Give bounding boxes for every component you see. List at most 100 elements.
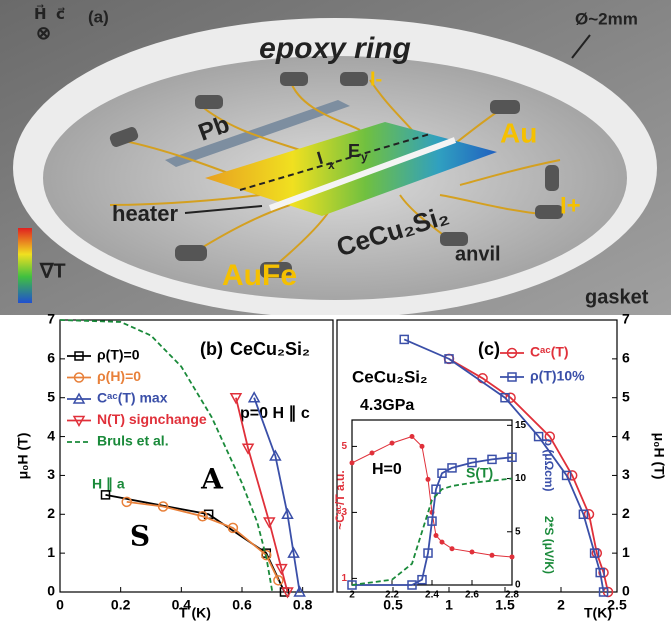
marker <box>578 509 589 520</box>
annotation: H=0 <box>372 461 402 478</box>
annotation: (b) <box>200 339 223 359</box>
marker <box>433 533 439 538</box>
x-tick-label: 2.8 <box>505 590 519 601</box>
annotation: 4.3GPa <box>360 397 414 414</box>
y-tick-label: 6 <box>47 350 55 366</box>
x-axis-label: T(K) <box>584 605 612 621</box>
legend-marker <box>507 372 517 382</box>
marker <box>431 484 441 494</box>
legend-label: N(T) signchange <box>97 411 207 427</box>
current-label: I <box>315 148 326 169</box>
y-tick-label: 4 <box>47 427 55 443</box>
field-symbol: ⊗ <box>36 23 51 43</box>
legend-label: ρ(T)10% <box>530 368 585 384</box>
y2-tick-label: 10 <box>515 473 527 484</box>
y-tick-label: 3 <box>47 466 55 482</box>
marker <box>544 431 556 442</box>
marker <box>449 546 455 552</box>
y-tick-label: 1 <box>47 544 55 560</box>
marker <box>467 457 477 468</box>
annotation: CeCu₂Si₂ <box>352 367 428 386</box>
annotation: CeCu₂Si₂ <box>230 339 310 359</box>
y-tick-label: 0 <box>622 583 630 599</box>
marker <box>197 510 208 522</box>
x-tick-label: 0 <box>56 597 64 613</box>
marker <box>507 452 517 463</box>
marker <box>583 509 595 520</box>
y-tick-label: 5 <box>622 388 630 404</box>
series-line <box>59 319 274 593</box>
marker <box>561 470 572 481</box>
marker <box>389 440 395 446</box>
legend-label: Bruls et al. <box>97 433 169 449</box>
annotation: S <box>130 520 150 553</box>
field-h: H⃗ <box>34 4 47 23</box>
marker <box>281 587 294 599</box>
marker <box>427 516 437 526</box>
x-tick-label: 0.8 <box>293 597 313 613</box>
series-line <box>253 397 301 593</box>
illustration: (a) H⃗ c⃗ ⊗ epoxy ring Ø~2mm Pb I- Au I+… <box>0 0 671 318</box>
current-path <box>239 133 431 191</box>
x-tick-label: 2 <box>349 590 355 601</box>
heater-label: heater <box>112 201 178 226</box>
marker <box>275 563 288 576</box>
x-tick-label: 2.4 <box>425 590 439 601</box>
annotation: S(T) <box>466 465 493 481</box>
y-tick-label: 7 <box>622 311 630 327</box>
charts-background <box>0 315 671 627</box>
y2-tick-label: 5 <box>515 526 521 537</box>
y-axis-label: μ₀H (T) <box>651 433 667 480</box>
marker <box>100 490 111 500</box>
x-tick-label: 2.6 <box>465 590 479 601</box>
annotation: H ∥ a <box>92 476 125 493</box>
legend-label: ρ(T)=0 <box>97 347 140 363</box>
y-tick-label: 4 <box>622 427 630 443</box>
annotation: A <box>200 463 224 496</box>
plot-frame <box>59 319 334 593</box>
x-tick-label: 0.5 <box>383 597 403 613</box>
anvil-label: anvil <box>455 243 501 265</box>
marker <box>423 548 433 558</box>
i-minus-label: I- <box>370 68 382 90</box>
marker <box>287 546 300 558</box>
field-e-sub: y <box>361 150 368 164</box>
series-line <box>351 477 513 586</box>
y-tick-label: 3 <box>341 507 347 518</box>
legend-marker <box>72 415 86 428</box>
marker <box>261 549 272 561</box>
marker <box>595 567 605 578</box>
marker <box>425 476 431 482</box>
series-line <box>448 358 609 593</box>
marker <box>369 450 375 456</box>
ring-label: epoxy ring <box>259 32 411 65</box>
legend-label: ρ(H)=0 <box>97 368 141 384</box>
marker <box>121 496 132 508</box>
x-tick-label: 2 <box>557 597 565 613</box>
heater-arrow <box>184 205 263 214</box>
sample <box>205 122 497 216</box>
au-label: Au <box>500 117 537 148</box>
marker <box>566 470 578 481</box>
marker <box>399 334 409 345</box>
marker <box>533 431 544 442</box>
y2-axis-label: ρ (μΩcm) <box>542 438 556 491</box>
series-line <box>403 338 605 593</box>
marker <box>229 392 243 405</box>
y-tick-label: 2 <box>47 505 55 521</box>
x-tick-label: 2.5 <box>607 597 627 613</box>
field-c: c⃗ <box>56 6 65 23</box>
x-tick-label: 2.2 <box>385 590 399 601</box>
diameter-label: Ø~2mm <box>575 9 638 28</box>
x-tick-label: 0.4 <box>172 597 192 613</box>
y2-tick-label: 0 <box>515 580 521 591</box>
y-tick-label: 3 <box>622 466 630 482</box>
y-tick-label: 7 <box>47 311 55 327</box>
marker <box>293 585 306 597</box>
plot-frame <box>336 319 618 593</box>
y-axis-label: ~Cᵃᶜ/T a.u. <box>333 470 347 529</box>
contacts <box>109 72 563 278</box>
marker <box>598 587 609 597</box>
marker <box>269 449 282 461</box>
